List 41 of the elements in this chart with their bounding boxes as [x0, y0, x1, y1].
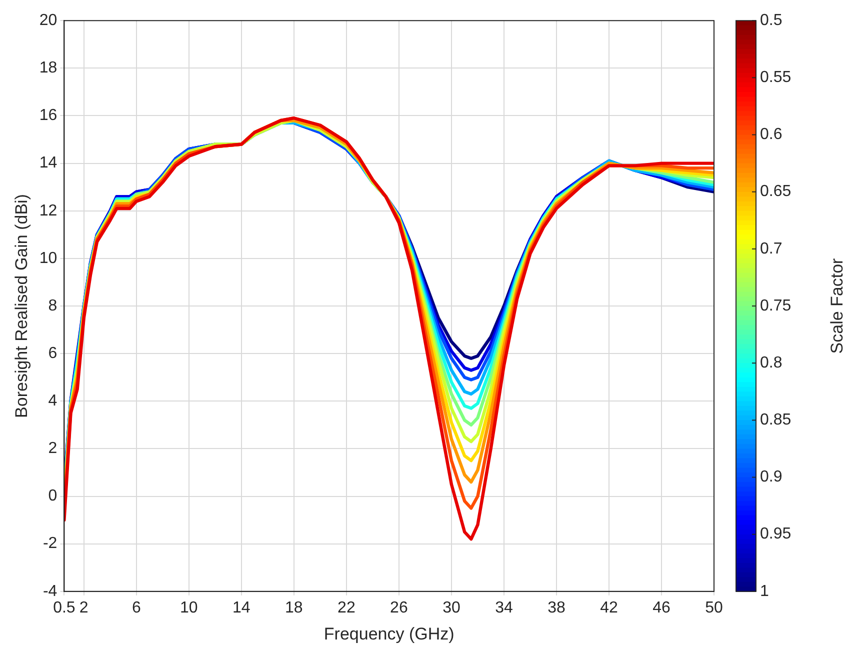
y-axis-title: Boresight Realised Gain (dBi)	[12, 194, 31, 418]
y-tick-label: 4	[48, 392, 58, 410]
x-axis-title: Frequency (GHz)	[324, 624, 454, 644]
color-bar-label: 0.75	[760, 297, 792, 314]
color-bar-label: 1	[760, 582, 769, 600]
color-bar-label: 0.7	[760, 240, 782, 258]
x-tick-label: 6	[132, 599, 141, 616]
y-tick-label: 0	[48, 488, 58, 505]
x-tick-label: 50	[705, 599, 723, 616]
color-bar-label: 0.6	[760, 126, 782, 144]
y-tick-label: 6	[48, 344, 58, 362]
color-bar-title: Scale Factor	[828, 258, 847, 354]
x-tick-label: 34	[495, 599, 513, 616]
x-tick-label: 18	[285, 599, 303, 616]
x-tick-label: 22	[338, 599, 356, 616]
color-bar-label: 0.8	[760, 354, 782, 372]
color-bar-label: 0.55	[760, 69, 792, 86]
color-bar-label: 0.85	[760, 412, 792, 429]
x-tick-label: 46	[652, 599, 670, 616]
x-tick-label: 14	[232, 599, 250, 616]
y-tick-label: 18	[39, 60, 58, 77]
color-bar-label: 0.5	[760, 12, 782, 30]
x-tick-label: 2	[79, 599, 88, 616]
y-tick-label: -2	[42, 535, 58, 552]
y-tick-label: 10	[39, 250, 58, 267]
y-tick-label: 20	[39, 12, 58, 30]
color-bar-label: 0.95	[760, 526, 792, 543]
color-bar-label: 0.65	[760, 183, 792, 200]
x-tick-label: 42	[600, 599, 618, 616]
y-tick-label: -4	[42, 582, 58, 600]
y-tick-label: 8	[48, 297, 58, 314]
color-bar-label: 0.9	[760, 468, 782, 486]
x-tick-label: 38	[548, 599, 566, 616]
y-tick-label: 12	[39, 202, 58, 220]
x-tick-label: 0.5	[53, 599, 76, 616]
y-tick-label: 16	[39, 107, 58, 124]
y-tick-label: 2	[48, 440, 58, 458]
x-tick-label: 26	[390, 599, 408, 616]
x-tick-label: 30	[442, 599, 460, 616]
y-tick-label: 14	[39, 154, 58, 172]
x-tick-label: 10	[180, 599, 198, 616]
